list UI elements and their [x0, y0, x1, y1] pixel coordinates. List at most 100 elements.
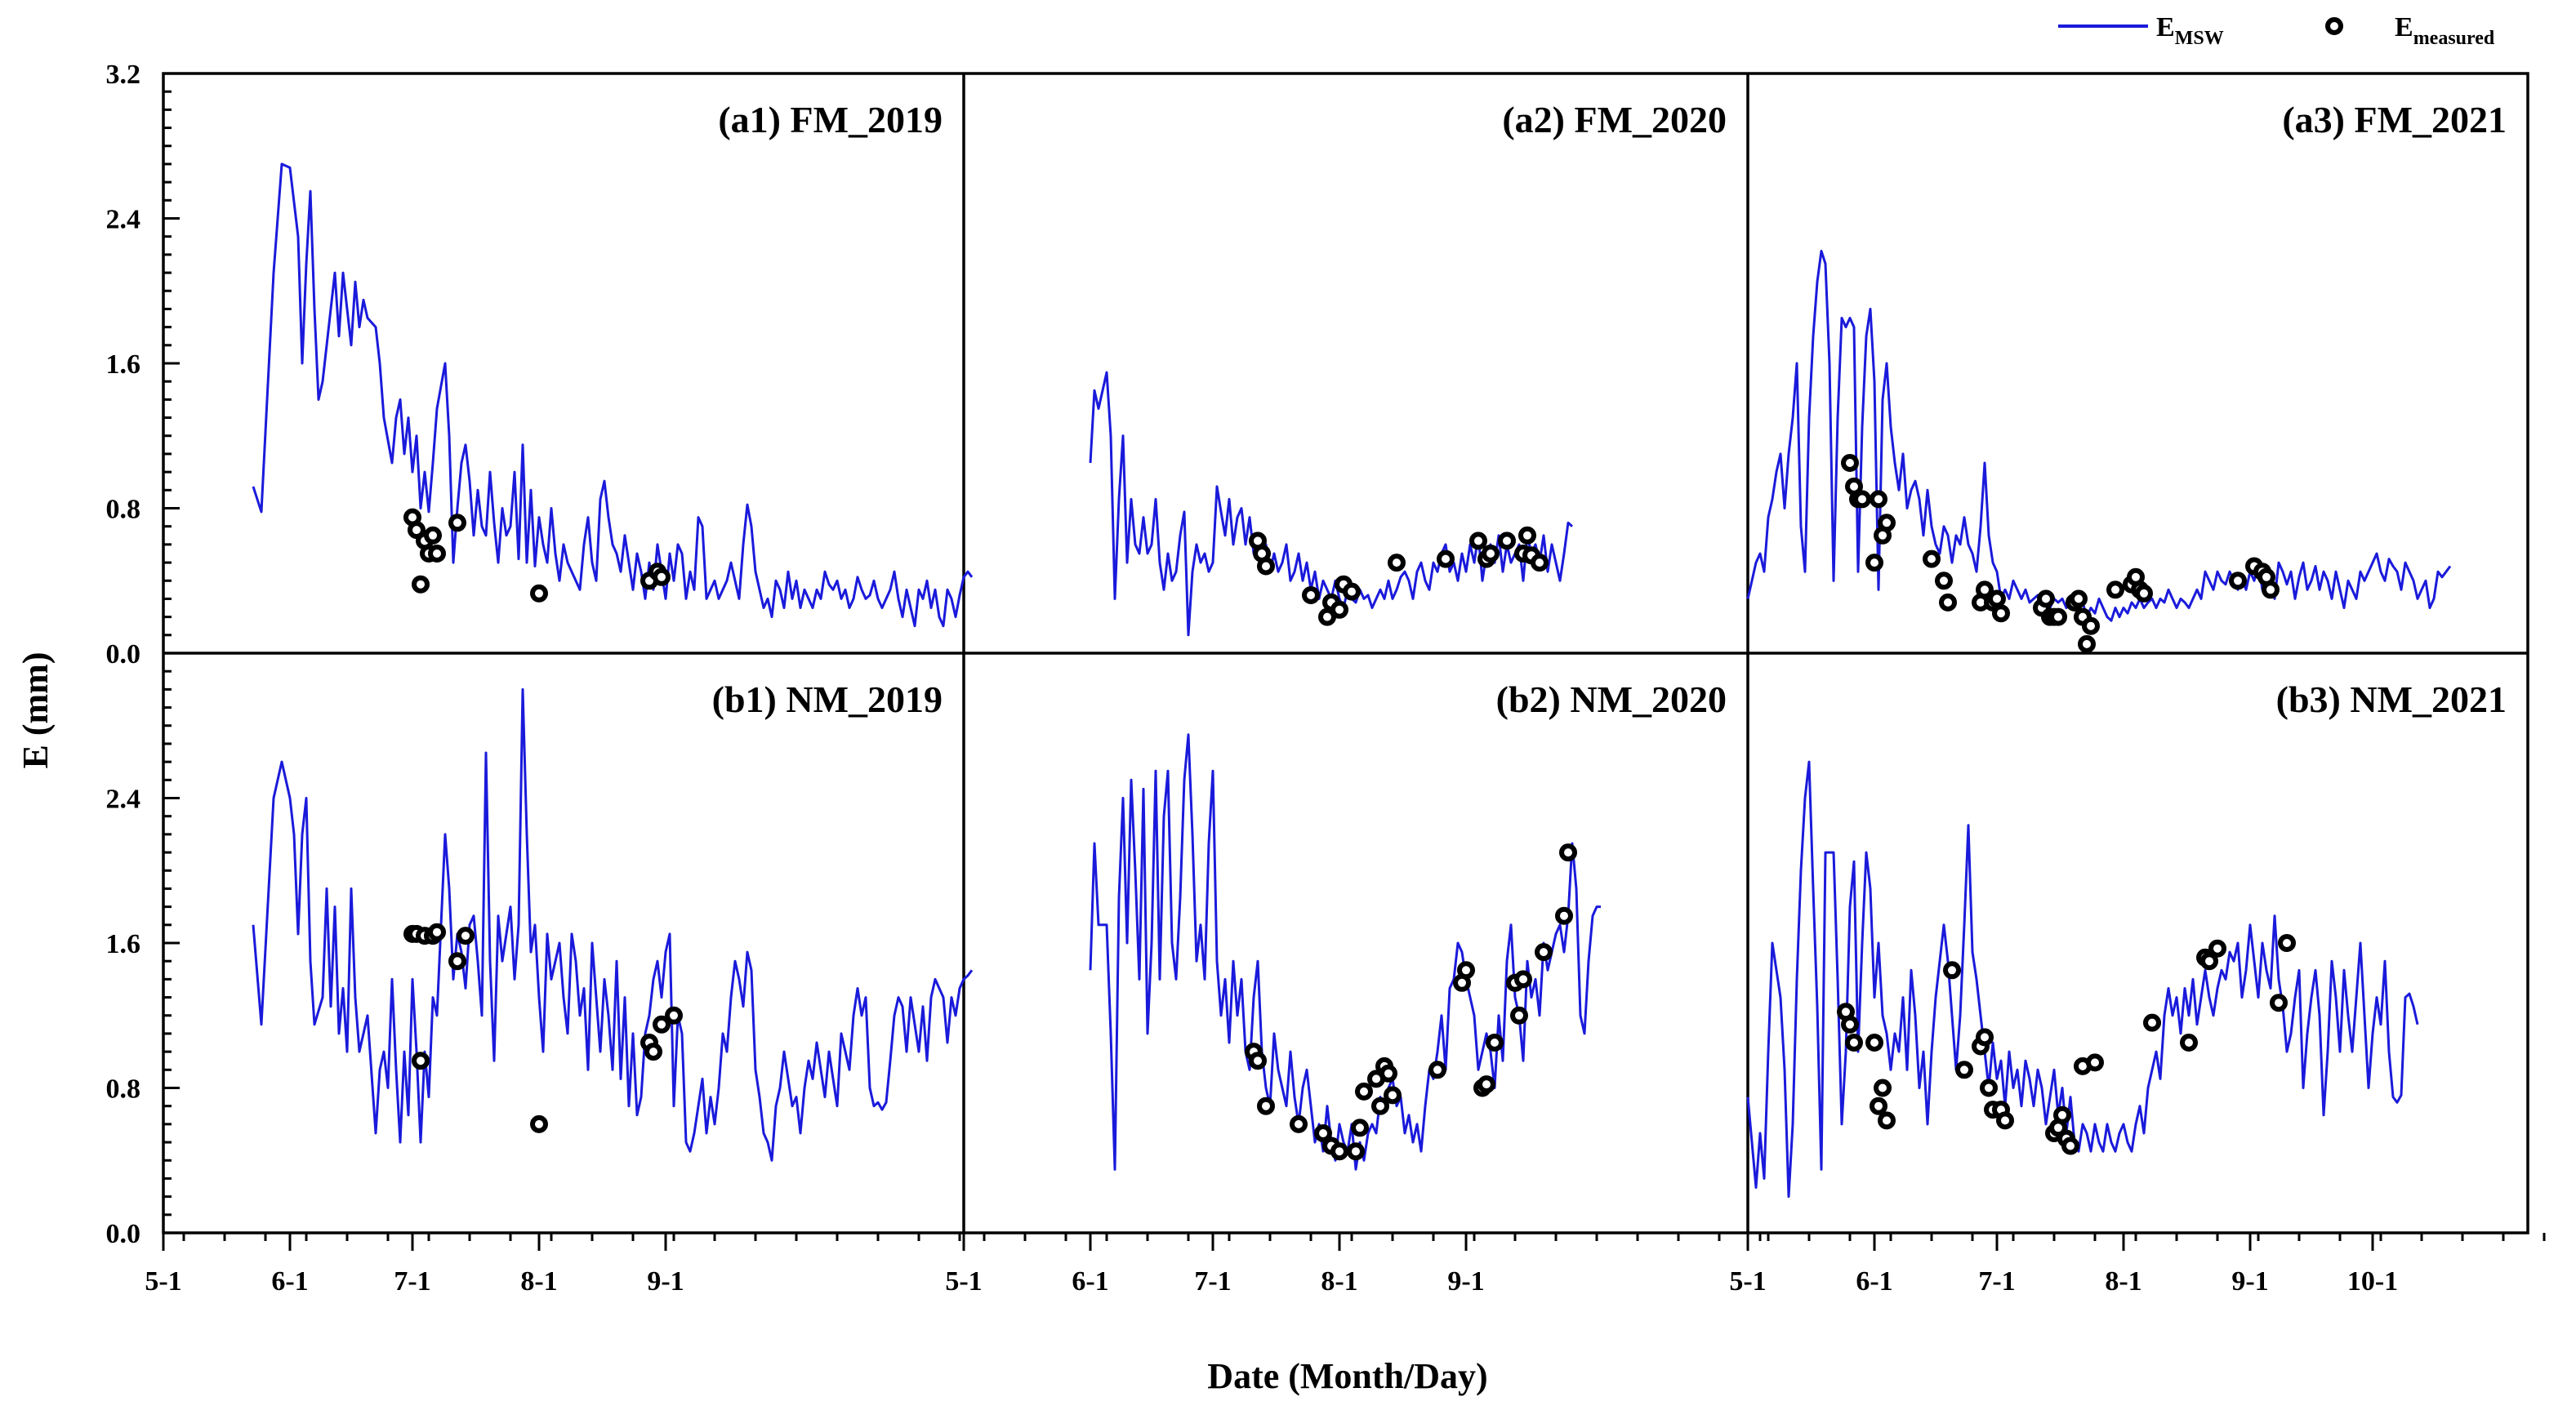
- marker-emeasured: [530, 584, 548, 603]
- marker-emeasured: [2208, 939, 2226, 958]
- panel-title: (b2) NM_2020: [1496, 678, 1727, 720]
- marker-emeasured: [1865, 1034, 1883, 1052]
- marker-emeasured: [2082, 616, 2100, 635]
- panel-1: (a1) FM_2019: [252, 99, 974, 628]
- marker-emeasured: [653, 567, 671, 586]
- y-tick-label: 3.2: [106, 60, 141, 90]
- marker-emeasured: [2229, 572, 2247, 590]
- marker-emeasured: [1980, 1079, 1998, 1097]
- x-tick-label: 8-1: [520, 1266, 557, 1297]
- marker-emeasured: [1531, 554, 1549, 572]
- marker-emeasured: [1535, 943, 1553, 962]
- x-tick-label: 7-1: [1978, 1266, 2015, 1297]
- y-tick-label: 0.0: [106, 639, 141, 669]
- marker-emeasured: [1955, 1061, 1973, 1079]
- x-tick-label: 9-1: [2231, 1266, 2268, 1297]
- marker-emeasured: [2086, 1053, 2104, 1072]
- x-tick-label: 10-1: [2347, 1266, 2398, 1297]
- y-axis-title: E (mm): [16, 652, 56, 769]
- x-tick-label: 7-1: [394, 1266, 430, 1297]
- y-tick-label: 1.6: [106, 929, 141, 959]
- marker-emeasured: [1514, 970, 1532, 989]
- x-tick-label: 9-1: [1447, 1266, 1484, 1297]
- marker-emeasured: [1437, 549, 1455, 568]
- marker-emeasured: [1355, 1082, 1373, 1101]
- marker-emeasured: [1555, 906, 1573, 925]
- legend-marker-swatch: [2325, 17, 2343, 35]
- marker-emeasured: [1428, 1061, 1446, 1079]
- y-tick-label: 2.4: [106, 785, 141, 815]
- marker-emeasured: [1874, 1079, 1892, 1097]
- x-tick-label: 6-1: [271, 1266, 308, 1297]
- marker-emeasured: [1257, 557, 1275, 576]
- marker-emeasured: [1878, 1111, 1896, 1130]
- panel-frames: [162, 72, 2529, 1234]
- panel-2: (a2) FM_2020: [1089, 99, 1727, 637]
- marker-emeasured: [1330, 600, 1348, 619]
- marker-emeasured: [1330, 1142, 1348, 1161]
- marker-emeasured: [1939, 593, 1957, 612]
- marker-emeasured: [448, 514, 466, 532]
- marker-emeasured: [665, 1006, 683, 1025]
- marker-emeasured: [1841, 454, 1859, 472]
- marker-emeasured: [1976, 1028, 1994, 1047]
- marker-emeasured: [1923, 549, 1941, 568]
- marker-emeasured: [2200, 952, 2218, 971]
- marker-emeasured: [1457, 961, 1475, 980]
- marker-emeasured: [2061, 1137, 2079, 1155]
- marker-emeasured: [1469, 532, 1487, 550]
- marker-emeasured: [424, 526, 442, 545]
- y-tick-label: 0.8: [106, 1074, 141, 1105]
- series-line-emsw: [252, 687, 974, 1162]
- marker-emeasured: [1371, 1096, 1389, 1115]
- marker-emeasured: [408, 521, 426, 540]
- y-tick-label: 1.6: [106, 349, 141, 380]
- y-tick-label: 2.4: [106, 205, 141, 235]
- marker-emeasured: [1518, 526, 1536, 545]
- marker-emeasured: [1477, 1075, 1495, 1094]
- marker-emeasured: [412, 1052, 430, 1070]
- marker-emeasured: [1865, 554, 1883, 572]
- marker-emeasured: [1935, 572, 1953, 590]
- marker-emeasured: [1347, 1142, 1365, 1161]
- marker-emeasured: [1482, 545, 1500, 563]
- chart-axes: 0.0 0.8 1.6 2.4 3.2 0.0 0.8 1.6 2.4 5-1 6-1 7-1 8-1 9…: [106, 60, 2546, 1297]
- marker-emeasured: [1853, 490, 1871, 509]
- marker-emeasured: [1290, 1114, 1308, 1133]
- x-tick-label: 8-1: [1321, 1266, 1357, 1297]
- marker-emeasured: [2070, 589, 2088, 608]
- marker-emeasured: [653, 1015, 671, 1034]
- legend-line-label: EMSW: [2156, 12, 2224, 49]
- marker-emeasured: [2106, 580, 2124, 599]
- marker-emeasured: [2143, 1013, 2161, 1032]
- x-tick-label: 7-1: [1194, 1266, 1231, 1297]
- x-tick-label: 9-1: [647, 1266, 684, 1297]
- marker-emeasured: [412, 575, 430, 594]
- marker-emeasured: [1388, 554, 1406, 572]
- marker-emeasured: [1559, 843, 1577, 862]
- marker-emeasured: [1870, 490, 1887, 509]
- marker-emeasured: [2037, 589, 2055, 608]
- marker-emeasured: [457, 927, 475, 945]
- x-tick-label: 5-1: [145, 1266, 181, 1297]
- series-line-emsw: [252, 162, 974, 628]
- marker-emeasured: [1257, 1096, 1275, 1115]
- marker-emeasured: [2053, 1105, 2071, 1124]
- marker-emeasured: [428, 545, 446, 563]
- marker-emeasured: [1384, 1086, 1402, 1105]
- marker-emeasured: [1943, 961, 1961, 980]
- series-line-emsw: [1746, 249, 2452, 622]
- marker-emeasured: [1379, 1064, 1397, 1083]
- marker-emeasured: [2049, 607, 2067, 626]
- marker-emeasured: [644, 1043, 662, 1061]
- marker-emeasured: [1996, 1111, 2014, 1130]
- marker-emeasured: [2278, 934, 2296, 952]
- legend: EMSW Emeasured: [2058, 12, 2495, 49]
- series-line-emsw: [1746, 760, 2419, 1199]
- x-axis-title: Date (Month/Day): [1207, 1356, 1487, 1396]
- marker-emeasured: [2262, 580, 2280, 599]
- x-tick-label: 5-1: [945, 1266, 982, 1297]
- marker-emeasured: [448, 952, 466, 971]
- panel-5: (b2) NM_2020: [1089, 678, 1727, 1171]
